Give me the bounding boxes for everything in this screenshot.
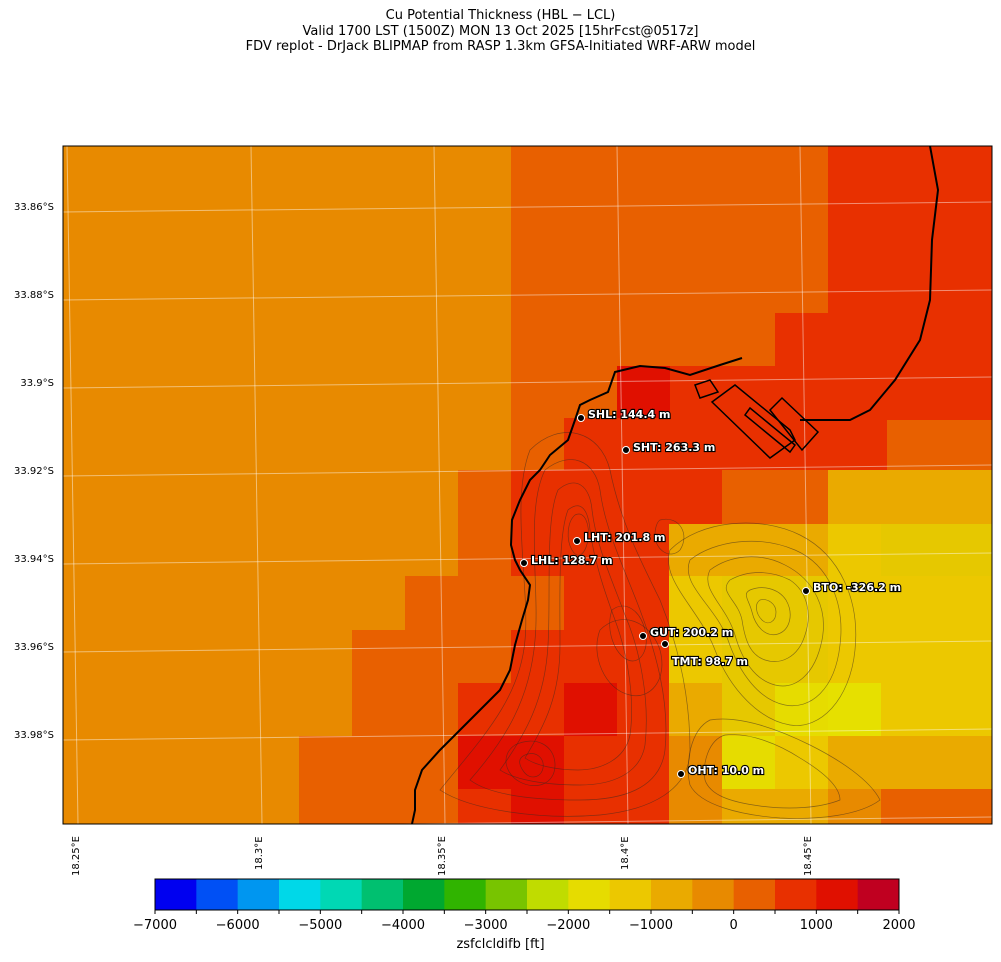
colorbar-title: zsfclcldifb [ft] (456, 937, 545, 952)
field-cell (775, 683, 828, 736)
station-dot-lhl (520, 559, 528, 567)
field-cell (881, 260, 992, 420)
colorbar-swatch (279, 879, 321, 910)
colorbar-swatch (816, 879, 859, 910)
terrain-contours (439, 432, 881, 819)
field-cell (669, 736, 722, 824)
station-label-bto: BTO: -326.2 m (813, 581, 901, 594)
lat-tick-label: 33.92°S (14, 466, 54, 477)
colorbar-swatch (403, 879, 445, 910)
coastline (800, 146, 940, 421)
station-markers (520, 414, 810, 778)
station-dot-bto (802, 587, 810, 595)
lat-tick-label: 33.94°S (14, 554, 54, 565)
colorbar-tick-label: 0 (729, 918, 738, 933)
field-cell (352, 630, 412, 824)
field-cell (511, 736, 564, 824)
lon-tick-label: 18.3°E (254, 836, 265, 870)
field-cell (934, 736, 992, 789)
lon-tick-label: 18.35°E (437, 836, 448, 876)
field-cell (299, 736, 359, 824)
colorbar-tick-label: −5000 (298, 918, 343, 933)
station-dot-tmt (661, 640, 669, 648)
graticule (63, 146, 992, 824)
field-cell (828, 524, 881, 580)
colorbar-tick-label: −4000 (381, 918, 425, 933)
chart-title: Cu Potential Thickness (HBL − LCL) Valid… (0, 8, 1001, 55)
lat-tick-label: 33.98°S (14, 730, 54, 741)
colorbar-swatch (568, 879, 611, 910)
colorbar-tick-label: −3000 (463, 918, 508, 933)
lat-tick-label: 33.86°S (14, 202, 54, 213)
lat-tick-label: 33.96°S (14, 642, 54, 653)
colorbar-tick-label: −2000 (546, 918, 591, 933)
field-cell (722, 470, 828, 530)
station-dot-shl (577, 414, 585, 422)
colorbar-swatch (237, 879, 280, 910)
field-cell (405, 576, 465, 824)
station-dot-gut (639, 632, 647, 640)
lat-tick-label: 33.88°S (14, 290, 54, 301)
station-label-oht: OHT: 10.0 m (688, 764, 764, 777)
station-dot-oht (677, 770, 685, 778)
field-cell (775, 736, 828, 789)
station-label-lhl: LHL: 128.7 m (531, 554, 613, 567)
colorbar-swatch (196, 879, 239, 910)
station-label-shl: SHL: 144.4 m (588, 408, 670, 421)
colorbar-tick-label: −7000 (133, 918, 177, 933)
colorbar-swatch (775, 879, 817, 910)
field-cell (722, 736, 775, 789)
title-line-2: Valid 1700 LST (1500Z) MON 13 Oct 2025 [… (302, 23, 699, 39)
station-label-tmt: TMT: 98.7 m (672, 655, 748, 668)
colorbar-swatch (155, 879, 197, 910)
station-dot-lht (573, 537, 581, 545)
colorbar-tick-label: 2000 (882, 918, 916, 933)
colorbar-tick-label: −6000 (215, 918, 260, 933)
field-cell (828, 789, 881, 824)
colorbar (154, 879, 900, 914)
colorbar-swatch (651, 879, 693, 910)
colorbar-swatch (444, 879, 487, 910)
colorbar-swatch (320, 879, 363, 910)
lon-tick-label: 18.25°E (71, 836, 82, 876)
map-frame (62, 145, 993, 825)
field-cell (828, 736, 934, 789)
field-cell (881, 524, 992, 580)
field-cell (828, 683, 881, 736)
title-line-1: Cu Potential Thickness (HBL − LCL) (385, 8, 616, 23)
colorbar-frame (154, 878, 900, 911)
field-cell (617, 366, 670, 418)
field-cell (828, 470, 992, 530)
colorbar-swatch (692, 879, 735, 910)
colorbar-swatch (733, 879, 776, 910)
colorbar-swatch (609, 879, 652, 910)
field-cell (669, 576, 722, 684)
field-cell (722, 524, 828, 580)
station-label-sht: SHT: 263.3 m (633, 441, 715, 454)
field-cells (63, 146, 992, 824)
colorbar-swatch (361, 879, 404, 910)
colorbar-swatch (857, 879, 900, 910)
field-cell (669, 683, 722, 736)
station-label-lht: LHT: 201.8 m (584, 531, 665, 544)
colorbar-tick-label: −1000 (629, 918, 673, 933)
colorbar-swatch (485, 879, 528, 910)
colorbar-tick-label: 1000 (799, 918, 833, 933)
harbour-outline (694, 379, 820, 459)
coastline-west (411, 357, 743, 824)
title-line-3: FDV replot - DrJack BLIPMAP from RASP 1.… (245, 39, 756, 54)
field-cell (564, 683, 617, 736)
lon-tick-label: 18.4°E (620, 836, 631, 870)
lon-tick-label: 18.45°E (803, 836, 814, 876)
lat-tick-label: 33.9°S (20, 378, 54, 389)
field-cell (881, 789, 992, 824)
station-dot-sht (622, 446, 630, 454)
field-cell (881, 683, 992, 736)
field-cell (511, 470, 671, 576)
colorbar-swatch (527, 879, 569, 910)
station-label-gut: GUT: 200.2 m (650, 626, 733, 639)
station-labels: SHL: 144.4 m SHT: 263.3 m LHT: 201.8 m L… (530, 407, 902, 778)
